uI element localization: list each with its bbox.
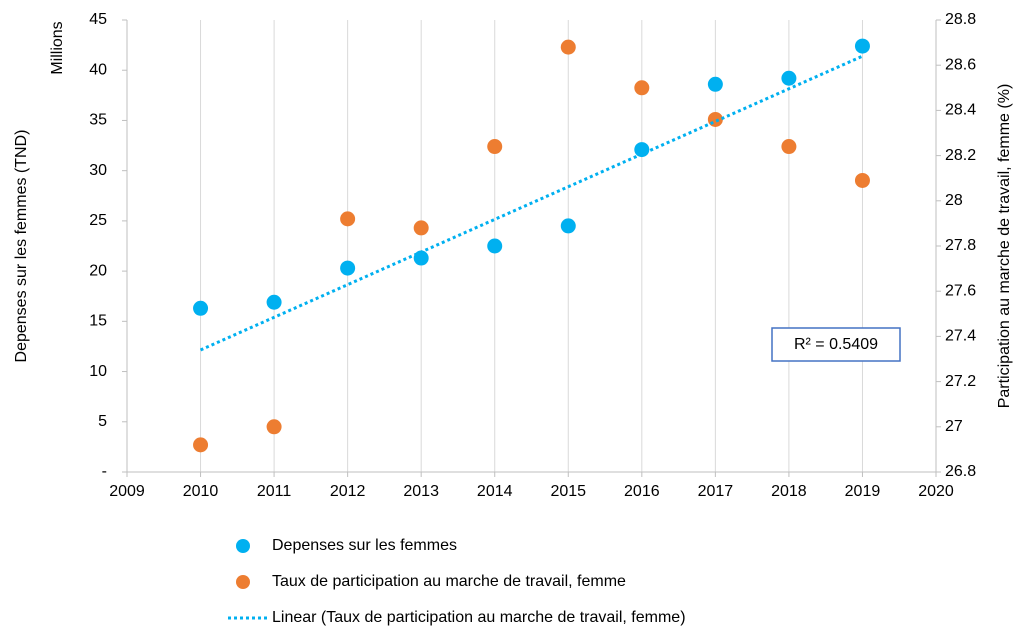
point: [854, 38, 870, 54]
point: [487, 139, 503, 155]
y-tick-label: 45: [89, 11, 107, 28]
x-tick-label: 2012: [330, 483, 366, 500]
y2-tick-label: 28.2: [945, 147, 976, 164]
point: [781, 70, 797, 86]
x-tick-label: 2020: [918, 483, 954, 500]
annotation: R² = 0.5409: [794, 336, 878, 353]
x-tick-label: 2016: [624, 483, 660, 500]
y-tick-label: 10: [89, 363, 107, 380]
y-tick-label: 15: [89, 313, 107, 330]
point: [560, 218, 576, 234]
y2-tick-label: 28.4: [945, 102, 976, 119]
x-tick-label: 2014: [477, 483, 513, 500]
point: [340, 211, 356, 227]
y2-tick-label: 27: [945, 418, 963, 435]
x-tick-label: 2009: [109, 483, 145, 500]
y-tick-label: 25: [89, 212, 107, 229]
point: [487, 238, 503, 254]
point: [266, 294, 282, 310]
y-axis-title: Depenses sur les femmes (TND): [13, 130, 30, 363]
point: [413, 250, 429, 266]
x-tick-label: 2017: [698, 483, 734, 500]
y2-tick-label: 27.2: [945, 373, 976, 390]
legend-label: Linear (Taux de participation au marche …: [272, 609, 686, 626]
legend-swatch: [236, 539, 250, 553]
x-tick-label: 2018: [771, 483, 807, 500]
x-tick-label: 2015: [550, 483, 586, 500]
point: [413, 220, 429, 236]
x-tick-label: 2019: [845, 483, 881, 500]
y-tick-label: 35: [89, 112, 107, 129]
y2-tick-label: 28.6: [945, 56, 976, 73]
legend-label: Depenses sur les femmes: [272, 537, 457, 554]
y2-tick-label: 28: [945, 192, 963, 209]
point: [634, 80, 650, 96]
y-tick-label: 5: [98, 413, 107, 430]
x-tick-label: 2010: [183, 483, 219, 500]
y2-axis-title: Participation au marche de travail, femm…: [996, 84, 1013, 409]
point: [560, 39, 576, 55]
point: [193, 437, 209, 453]
y-tick-label: 40: [89, 61, 107, 78]
y2-tick-label: 27.8: [945, 237, 976, 254]
point: [266, 419, 282, 435]
y-tick-label: -: [102, 463, 107, 480]
y2-tick-label: 27.4: [945, 328, 976, 345]
point: [781, 139, 797, 155]
x-tick-label: 2011: [257, 483, 292, 500]
y2-tick-label: 28.8: [945, 11, 976, 28]
annotation-box: [771, 327, 901, 362]
legend-label: Taux de participation au marche de trava…: [272, 573, 626, 590]
point: [340, 260, 356, 276]
point: [707, 111, 723, 127]
point: [193, 300, 209, 316]
y2-tick-label: 26.8: [945, 463, 976, 480]
trendline: [199, 54, 864, 352]
legend-swatch: [236, 575, 250, 589]
point: [854, 172, 870, 188]
y2-tick-label: 27.6: [945, 282, 976, 299]
y-tick-label: 20: [89, 262, 107, 279]
x-tick-label: 2013: [403, 483, 439, 500]
y-tick-label: 30: [89, 162, 107, 179]
point: [707, 76, 723, 92]
y-axis-unit: Millions: [49, 21, 66, 74]
